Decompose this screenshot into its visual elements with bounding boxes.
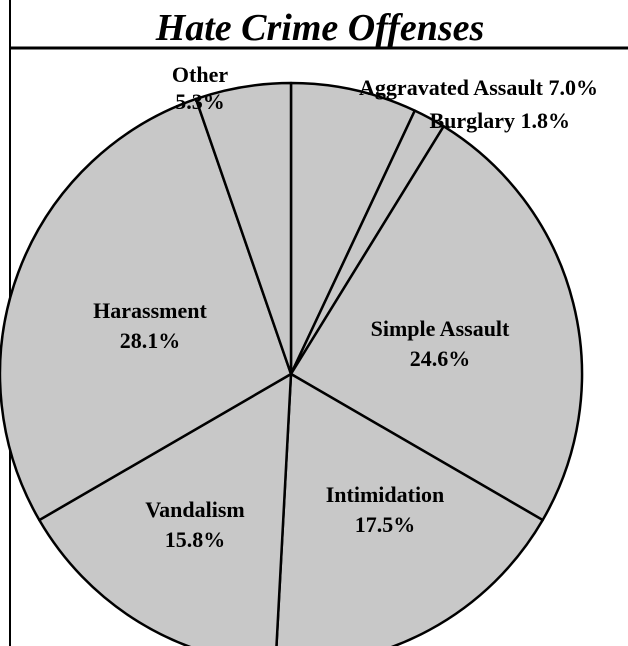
slice-label-aggravated-assault: Aggravated Assault 7.0% xyxy=(359,75,598,100)
pie-slice-intimidation xyxy=(275,372,544,646)
slice-label-harassment: Harassment xyxy=(93,298,207,323)
slice-value-label-other: 5.3% xyxy=(175,89,225,114)
pie-slice-other xyxy=(194,81,293,376)
slice-value-label-harassment: 28.1% xyxy=(120,328,181,353)
pie-slice-aggravated-assault xyxy=(289,81,417,376)
slice-label-intimidation: Intimidation xyxy=(326,482,445,507)
pie-slice-harassment xyxy=(0,97,293,522)
slice-value-label-simple-assault: 24.6% xyxy=(410,346,471,371)
pie-slice-vandalism xyxy=(38,372,293,646)
slice-value-label-intimidation: 17.5% xyxy=(355,512,416,537)
pie-labels: Aggravated Assault 7.0% Burglary 1.8% Simp… xyxy=(93,62,598,552)
slice-label-other: Other xyxy=(172,62,228,87)
chart-title: Hate Crime Offenses xyxy=(155,7,485,49)
slice-label-vandalism: Vandalism xyxy=(145,497,244,522)
slice-value-label-vandalism: 15.8% xyxy=(165,527,226,552)
slice-label-simple-assault: Simple Assault xyxy=(371,316,510,341)
slice-label-burglary: Burglary 1.8% xyxy=(429,108,570,133)
pie-slice-simple-assault xyxy=(289,125,584,522)
pie-slices xyxy=(0,81,584,646)
